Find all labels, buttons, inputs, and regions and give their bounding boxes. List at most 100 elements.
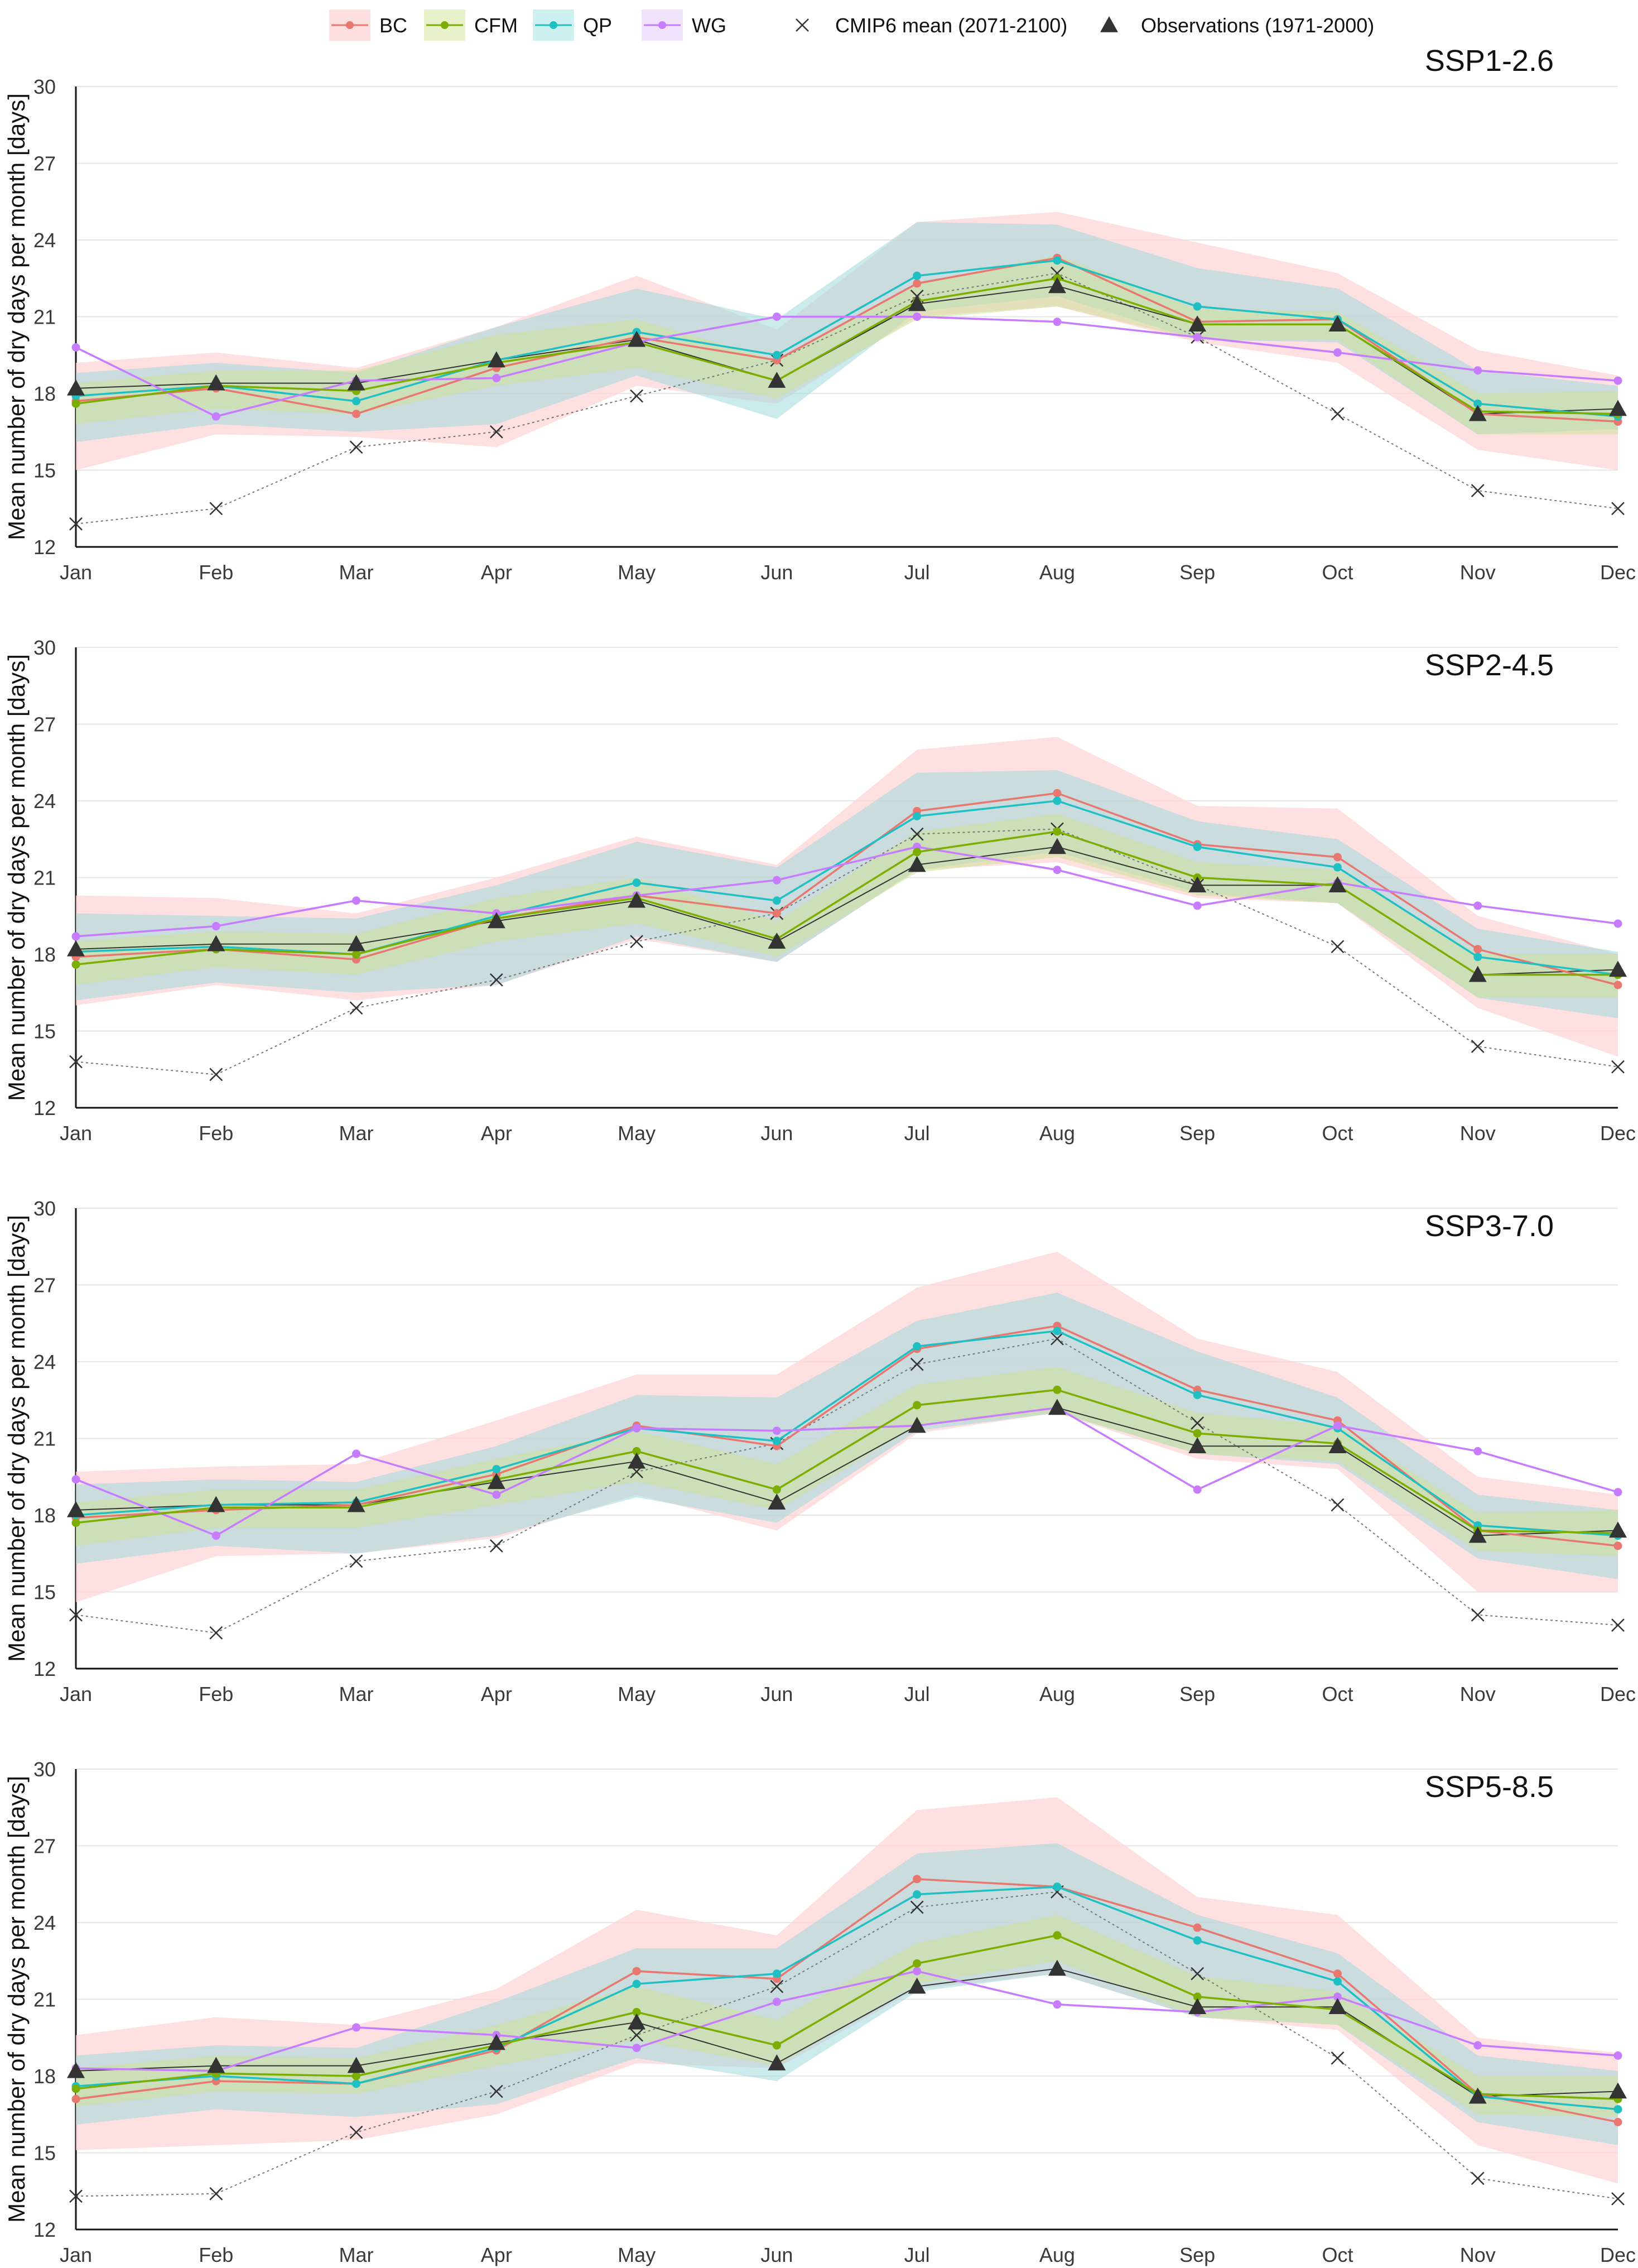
- band-cfm: [76, 255, 1618, 435]
- x-tick-label: Aug: [1039, 1683, 1075, 1705]
- x-tick-label: Jun: [760, 561, 793, 584]
- x-tick-label: Dec: [1600, 1122, 1636, 1145]
- band-cfm: [76, 813, 1618, 998]
- series-line-cfm: [75, 277, 1618, 415]
- series-line-wg: [75, 315, 1618, 418]
- cmip6-mean-point: [1611, 502, 1625, 516]
- series-line-wg: [75, 845, 1618, 938]
- observation-point: [1609, 960, 1627, 977]
- x-tick-label: Apr: [481, 2243, 512, 2266]
- series-point-qp: [772, 1969, 781, 1978]
- observation-point: [1048, 1399, 1066, 1415]
- y-tick-label: 27: [33, 152, 56, 175]
- legend-marker-cfm: [441, 21, 449, 29]
- observation-point: [908, 1416, 926, 1433]
- series-point-wg: [1193, 333, 1202, 342]
- observation-point: [1328, 1998, 1347, 2015]
- y-tick-label: 30: [33, 1758, 56, 1781]
- series-point-wg: [1053, 318, 1062, 326]
- y-tick-label: 18: [33, 2065, 56, 2088]
- series-point-cfm: [1053, 1385, 1062, 1394]
- series-point-bc: [71, 2094, 80, 2103]
- y-tick-label: 12: [33, 1097, 56, 1119]
- series-point-bc: [913, 1875, 922, 1883]
- observation-point: [1188, 1437, 1207, 1454]
- series-point-wg: [1613, 376, 1622, 385]
- x-tick-label: Feb: [199, 561, 233, 584]
- series-point-wg: [1333, 348, 1342, 357]
- x-tick-label: Sep: [1179, 1122, 1215, 1145]
- series-line-qp: [75, 1330, 1618, 1537]
- legend-marker-bc: [346, 21, 354, 29]
- cmip6-mean-point: [770, 1979, 784, 1993]
- series-point-cfm: [772, 2041, 781, 2050]
- cmip6-mean-point: [349, 1001, 363, 1015]
- panels: 12 15 18 21 24 27 30 Jan Feb Mar Apr May Jun Jul Aug Se…: [3, 44, 1636, 2266]
- series-point-cfm: [1193, 1429, 1202, 1438]
- cmip6-mean-point: [1471, 2171, 1485, 2185]
- series-point-qp: [913, 1890, 922, 1899]
- observation-point: [1328, 315, 1347, 332]
- series-point-wg: [772, 1997, 781, 2006]
- cmip6-mean-point: [1331, 940, 1345, 954]
- cmip6-mean-point: [69, 2189, 83, 2203]
- observation-point: [628, 2013, 646, 2030]
- x-tick-label: Jul: [904, 2243, 930, 2266]
- series-line-wg: [75, 1406, 1618, 1537]
- series-point-qp: [1473, 399, 1482, 408]
- y-tick-label: 30: [33, 636, 56, 659]
- cmip6-mean-point: [69, 1608, 83, 1622]
- legend-cmip-marker: [796, 18, 809, 32]
- series-point-wg: [913, 313, 922, 321]
- legend-observations-label: Observations (1971-2000): [1141, 14, 1374, 37]
- x-tick-label: Mar: [339, 561, 374, 584]
- cmip6-mean-point: [1611, 2192, 1625, 2205]
- cmip6-mean-line: [75, 828, 1618, 1075]
- series-point-bc: [1333, 853, 1342, 862]
- series-line-bc: [75, 1325, 1618, 1547]
- y-tick-label: 18: [33, 382, 56, 405]
- cmip6-mean-point: [209, 1626, 223, 1640]
- cmip6-mean-point: [69, 1055, 83, 1069]
- legend-label-cfm: CFM: [474, 14, 518, 37]
- series-point-cfm: [71, 399, 80, 408]
- x-tick-label: May: [618, 1122, 656, 1145]
- observation-point: [1609, 2082, 1627, 2099]
- series-point-wg: [1193, 901, 1202, 910]
- x-tick-label: Feb: [199, 1683, 233, 1705]
- panel-3: 12 15 18 21 24 27 30 Jan Feb Mar Apr May Jun Jul Aug Se…: [3, 1197, 1636, 1705]
- observation-point: [1328, 876, 1347, 893]
- observation-point: [67, 940, 85, 957]
- observation-point: [1048, 277, 1066, 294]
- legend-marker-qp: [550, 21, 557, 29]
- cmip6-mean-point: [630, 935, 643, 948]
- cmip6-mean-point: [1051, 266, 1064, 280]
- series-point-wg: [71, 932, 80, 941]
- series-point-wg: [492, 1490, 501, 1499]
- cmip6-mean-point: [1331, 2051, 1345, 2065]
- cmip6-mean-point: [1331, 1498, 1345, 1512]
- observation-point: [487, 1473, 505, 1489]
- x-tick-label: Aug: [1039, 2243, 1075, 2266]
- observation-point: [628, 330, 646, 347]
- series-line-wg: [75, 1970, 1618, 2072]
- observation-point: [1048, 838, 1066, 854]
- cmip6-mean-point: [1471, 484, 1485, 498]
- panel-title: SSP2-4.5: [1425, 648, 1554, 682]
- cmip6-mean-point: [489, 973, 503, 987]
- series-point-cfm: [352, 2072, 361, 2080]
- series-point-qp: [352, 397, 361, 406]
- legend-label-qp: QP: [583, 14, 612, 37]
- legend-marker-wg: [658, 21, 666, 29]
- x-tick-label: Nov: [1460, 1122, 1496, 1145]
- series-point-qp: [1613, 2105, 1622, 2114]
- panel-2: 12 15 18 21 24 27 30 Jan Feb Mar Apr May Jun Jul Aug Se…: [3, 636, 1636, 1145]
- series-point-wg: [1333, 1421, 1342, 1430]
- series-point-cfm: [352, 950, 361, 959]
- series-point-bc: [352, 410, 361, 419]
- observation-point: [207, 935, 225, 952]
- cmip6-mean-line: [75, 1891, 1618, 2199]
- y-tick-label: 27: [33, 1274, 56, 1297]
- x-tick-label: Aug: [1039, 1122, 1075, 1145]
- x-tick-label: Apr: [481, 1683, 512, 1705]
